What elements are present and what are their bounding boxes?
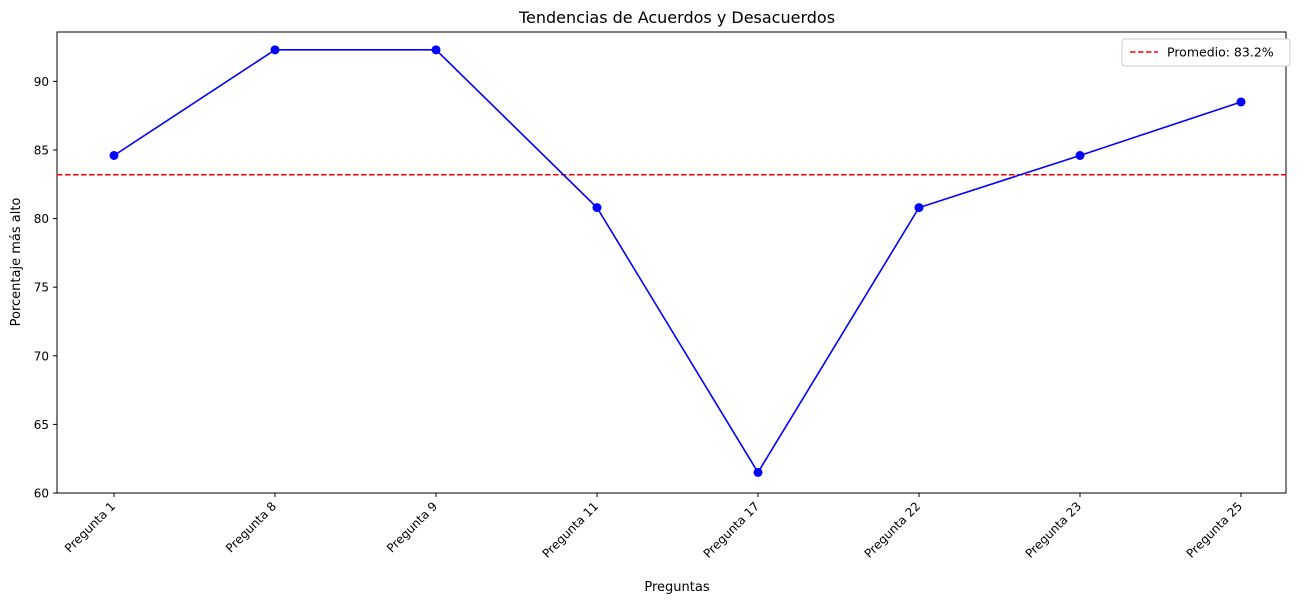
y-axis: 60 65 70 75 80 85 90 bbox=[34, 75, 57, 501]
x-axis: Pregunta 1 Pregunta 8 Pregunta 9 Pregunta 1… bbox=[62, 493, 1245, 561]
legend-average-label: Promedio: 83.2% bbox=[1167, 45, 1274, 60]
y-axis-label: Porcentaje más alto bbox=[9, 198, 24, 327]
y-tick-label: 70 bbox=[34, 349, 49, 363]
data-point bbox=[592, 203, 602, 213]
x-tick-label: Pregunta 8 bbox=[223, 499, 279, 555]
y-tick-label: 80 bbox=[34, 212, 49, 226]
data-point bbox=[1075, 150, 1085, 160]
plot-frame bbox=[56, 31, 1287, 494]
x-axis-label: Preguntas bbox=[644, 580, 709, 595]
x-tick-label: Pregunta 11 bbox=[540, 499, 602, 561]
data-point bbox=[109, 150, 119, 160]
data-point bbox=[270, 45, 280, 55]
series-line bbox=[113, 49, 1242, 474]
data-point bbox=[753, 467, 763, 477]
series-group bbox=[109, 45, 1246, 477]
data-point bbox=[914, 203, 924, 213]
x-tick-label: Pregunta 17 bbox=[701, 499, 763, 561]
x-tick-label: Pregunta 1 bbox=[62, 499, 118, 555]
y-tick-label: 85 bbox=[34, 143, 49, 157]
y-tick-label: 65 bbox=[34, 418, 49, 432]
legend-box bbox=[1121, 38, 1291, 67]
data-point bbox=[431, 45, 441, 55]
y-tick-label: 90 bbox=[34, 75, 49, 89]
y-tick-label: 75 bbox=[34, 281, 49, 295]
chart-title: Tendencias de Acuerdos y Desacuerdos bbox=[518, 8, 835, 27]
x-tick-label: Pregunta 23 bbox=[1023, 499, 1085, 561]
y-tick-label: 60 bbox=[34, 487, 49, 501]
legend: Promedio: 83.2% bbox=[1121, 38, 1291, 67]
x-tick-label: Pregunta 25 bbox=[1184, 499, 1246, 561]
x-tick-label: Pregunta 22 bbox=[862, 499, 924, 561]
x-tick-label: Pregunta 9 bbox=[384, 499, 440, 555]
data-point bbox=[1236, 97, 1246, 107]
